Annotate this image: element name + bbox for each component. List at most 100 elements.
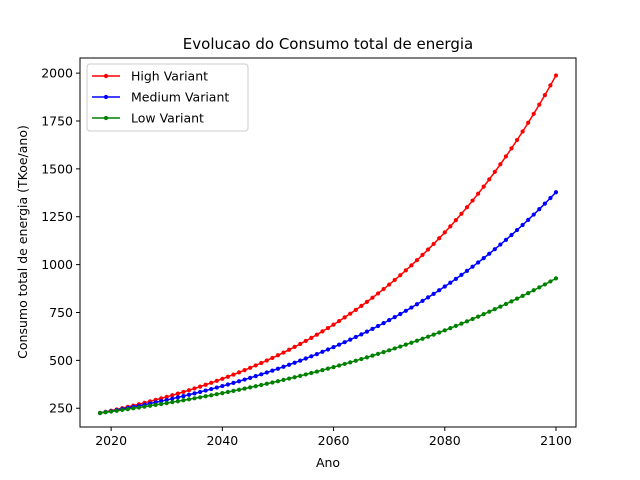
data-point: [531, 212, 536, 217]
data-point: [375, 351, 381, 356]
data-point: [209, 380, 214, 385]
data-point: [192, 391, 197, 396]
data-point: [203, 388, 208, 393]
data-point: [537, 102, 542, 107]
data-point: [420, 252, 425, 258]
data-point: [364, 355, 370, 360]
data-point: [286, 347, 292, 352]
data-point: [231, 380, 236, 385]
data-point: [259, 360, 264, 366]
data-point: [353, 358, 358, 363]
data-point: [425, 295, 431, 300]
data-point: [464, 205, 470, 210]
data-point: [431, 332, 436, 337]
data-point: [214, 378, 219, 383]
data-point: [309, 335, 314, 340]
y-tick-label: 2000: [41, 66, 73, 81]
data-point: [303, 338, 308, 344]
data-point: [503, 154, 509, 159]
data-point: [442, 284, 447, 289]
data-point: [476, 191, 481, 196]
data-point: [381, 321, 386, 326]
data-point: [220, 376, 225, 381]
data-point: [414, 302, 420, 307]
data-point: [281, 350, 286, 355]
data-point: [125, 407, 130, 412]
data-point: [331, 322, 336, 327]
data-point: [531, 288, 536, 293]
data-point: [286, 376, 292, 381]
data-point: [298, 358, 303, 363]
data-point: [392, 346, 397, 351]
legend-marker: [103, 94, 109, 100]
data-point: [498, 162, 503, 167]
data-point: [170, 400, 175, 405]
data-point: [514, 137, 520, 143]
data-point: [414, 258, 420, 263]
data-point: [275, 379, 281, 384]
data-point: [387, 282, 392, 287]
data-point: [314, 332, 319, 337]
y-tick-label: 1750: [41, 114, 73, 129]
data-point: [131, 406, 136, 411]
data-point: [248, 375, 253, 380]
data-point: [286, 362, 292, 367]
data-point: [459, 321, 464, 326]
data-point: [520, 293, 525, 299]
data-point: [337, 363, 342, 368]
data-point: [398, 273, 403, 278]
x-tick-label: 2060: [318, 433, 350, 448]
data-point: [203, 394, 208, 399]
data-point: [431, 241, 436, 247]
data-point: [281, 377, 286, 382]
y-tick-label: 1500: [41, 161, 73, 176]
data-point: [420, 298, 425, 303]
data-point: [370, 326, 375, 331]
data-point: [186, 397, 192, 402]
y-tick-label: 500: [49, 353, 73, 368]
chart-title: Evolucao do Consumo total de energia: [183, 35, 473, 53]
data-point: [281, 364, 286, 369]
data-point: [481, 312, 486, 317]
data-point: [292, 344, 297, 350]
data-point: [325, 347, 331, 352]
data-point: [353, 334, 358, 340]
x-axis-label: Ano: [316, 455, 340, 470]
data-point: [487, 177, 492, 182]
data-point: [542, 201, 547, 206]
y-tick-label: 250: [49, 401, 73, 416]
data-point: [209, 386, 214, 392]
data-point: [509, 146, 514, 151]
data-point: [342, 361, 347, 367]
data-point: [198, 389, 203, 395]
x-tick-label: 2100: [540, 433, 572, 448]
data-point: [348, 311, 353, 316]
data-point: [492, 169, 497, 174]
data-point: [481, 184, 486, 189]
data-point: [464, 268, 470, 273]
data-point: [425, 334, 431, 339]
data-point: [425, 247, 431, 252]
data-point: [476, 314, 481, 319]
data-point: [231, 388, 236, 393]
data-point: [248, 365, 253, 370]
y-tick-label: 1000: [41, 257, 73, 272]
data-point: [337, 342, 342, 347]
data-point: [548, 195, 553, 201]
data-point: [520, 129, 525, 134]
data-point: [509, 232, 514, 238]
data-point: [270, 368, 275, 373]
data-point: [387, 318, 392, 323]
data-point: [292, 360, 297, 365]
legend-box: [86, 63, 249, 132]
data-point: [514, 227, 520, 233]
data-point: [381, 286, 386, 292]
data-point: [448, 224, 453, 229]
data-point: [147, 403, 153, 408]
data-point: [192, 386, 197, 391]
data-point: [331, 364, 336, 370]
data-point: [270, 380, 275, 385]
legend-marker: [103, 73, 109, 79]
data-point: [553, 73, 559, 78]
data-point: [503, 237, 509, 242]
